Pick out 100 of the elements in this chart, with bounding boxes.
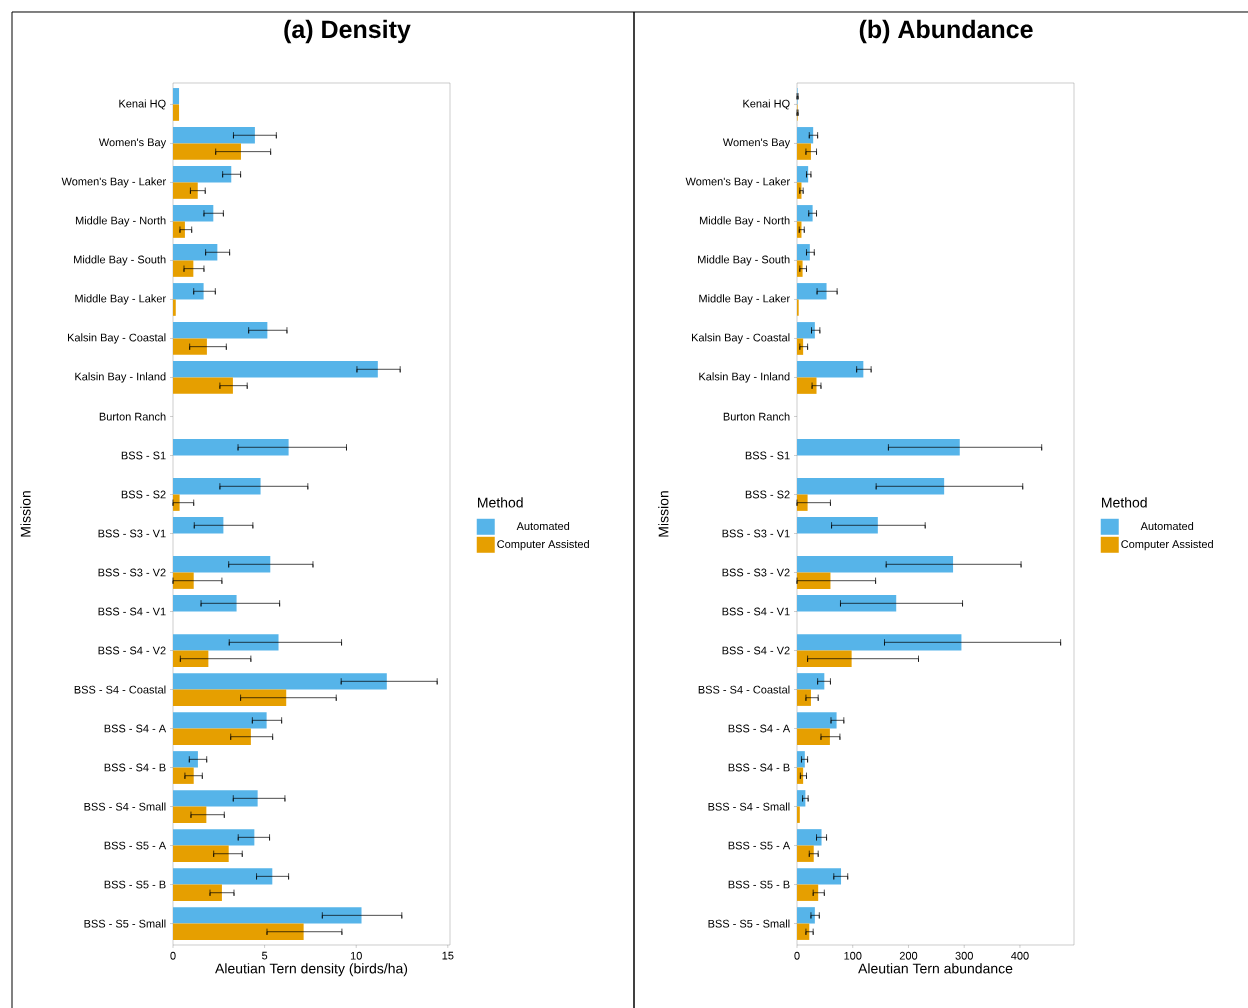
bar [173, 556, 271, 573]
bar [173, 767, 194, 784]
y-tick-label: Middle Bay - South [74, 255, 166, 266]
bar [797, 244, 810, 261]
bar [173, 868, 273, 885]
x-axis-title: Aleutian Tern abundance [858, 963, 1013, 974]
y-tick-label: BSS - S4 - Coastal [698, 685, 790, 694]
chart-title: (a) Density [284, 19, 411, 44]
bar [797, 439, 960, 456]
y-tick-label: Burton Ranch [723, 412, 790, 421]
bar [173, 377, 233, 394]
legend-label: Computer Assisted [1121, 539, 1213, 551]
y-tick-label: BSS - S5 - A [104, 841, 167, 850]
bar [173, 689, 287, 706]
bar [173, 845, 229, 862]
bar [797, 751, 805, 768]
bar [173, 728, 251, 745]
bar [797, 322, 815, 339]
bar [797, 829, 822, 846]
y-tick-label: Women's Bay [722, 138, 791, 149]
bar [173, 673, 387, 690]
bar [173, 127, 255, 144]
bar [797, 494, 808, 511]
bar [173, 806, 207, 823]
bar [797, 517, 878, 534]
bar [173, 260, 194, 277]
y-tick-label: BSS - S3 - V2 [722, 568, 790, 577]
x-tick-label: 0 [794, 951, 800, 960]
bar [173, 166, 232, 183]
bar [173, 517, 224, 534]
legend-label: Computer Assisted [497, 539, 589, 551]
y-tick-label: BSS - S5 - B [104, 880, 166, 889]
x-tick-label: 400 [1011, 951, 1029, 960]
bar [797, 634, 962, 651]
y-tick-label: BSS - S5 - Small [708, 919, 790, 928]
y-tick-label: BSS - S3 - V2 [98, 568, 166, 577]
x-tick-label: 100 [844, 951, 862, 960]
bar [797, 650, 852, 667]
y-tick-label: Kalsin Bay - Coastal [692, 333, 790, 344]
x-tick-label: 15 [442, 951, 454, 960]
bar [797, 166, 809, 183]
legend-title: Method [478, 497, 523, 508]
bar [797, 260, 803, 277]
bar [173, 829, 255, 846]
bar [797, 689, 811, 706]
y-tick-label: Kalsin Bay - Inland [699, 372, 790, 383]
bar [797, 868, 842, 885]
y-tick-label: BSS - S5 - Small [84, 919, 166, 928]
bar [797, 127, 814, 144]
bar [797, 377, 817, 394]
bar [173, 634, 279, 651]
legend-label: Automated [516, 521, 570, 531]
x-tick-label: 300 [955, 951, 973, 960]
bar [173, 299, 176, 316]
bar [173, 283, 204, 300]
bar [797, 845, 814, 862]
bar [797, 907, 815, 924]
bar [797, 478, 945, 495]
x-tick-label: 0 [170, 951, 176, 960]
y-tick-label: BSS - S4 - V1 [98, 607, 166, 616]
y-tick-label: BSS - S3 - V1 [98, 529, 166, 538]
x-axis-title: Aleutian Tern density (birds/ha) [215, 963, 408, 977]
bar [797, 806, 800, 823]
y-tick-label: BSS - S4 - A [728, 724, 791, 733]
y-axis-title: Mission [20, 491, 31, 537]
legend-title: Method [1102, 497, 1147, 508]
bar [797, 728, 830, 745]
chart-title: (b) Abundance [859, 19, 1033, 44]
legend-label: Automated [1140, 521, 1194, 531]
y-tick-label: BSS - S4 - Small [84, 802, 166, 811]
y-tick-label: Kenai HQ [119, 99, 166, 110]
y-tick-label: Middle Bay - North [699, 216, 790, 227]
bar [797, 595, 897, 612]
bar [797, 283, 827, 300]
bar [173, 244, 218, 261]
y-tick-label: Kenai HQ [743, 99, 790, 110]
y-tick-label: Kalsin Bay - Inland [75, 372, 166, 383]
y-tick-label: Middle Bay - Laker [699, 294, 790, 305]
bar [173, 884, 222, 901]
y-tick-label: BSS - S5 - B [728, 880, 790, 889]
bar [797, 673, 825, 690]
y-tick-label: Women's Bay [98, 138, 167, 149]
y-tick-label: BSS - S2 [121, 490, 166, 499]
y-tick-label: BSS - S4 - B [104, 763, 166, 772]
y-tick-label: BSS - S4 - V2 [722, 646, 790, 655]
bar [173, 650, 209, 667]
bar [173, 595, 237, 612]
y-axis-title: Mission [658, 491, 669, 537]
bar [173, 751, 198, 768]
y-tick-label: BSS - S4 - V1 [722, 607, 790, 616]
y-tick-label: BSS - S1 [745, 451, 790, 460]
y-tick-label: Burton Ranch [99, 412, 166, 421]
y-tick-label: BSS - S4 - V2 [98, 646, 166, 655]
bar [173, 182, 198, 199]
bar [173, 322, 268, 339]
y-tick-label: Middle Bay - South [698, 255, 790, 266]
bar [173, 439, 289, 456]
bar [797, 790, 806, 807]
bar [797, 884, 819, 901]
bar [173, 478, 261, 495]
